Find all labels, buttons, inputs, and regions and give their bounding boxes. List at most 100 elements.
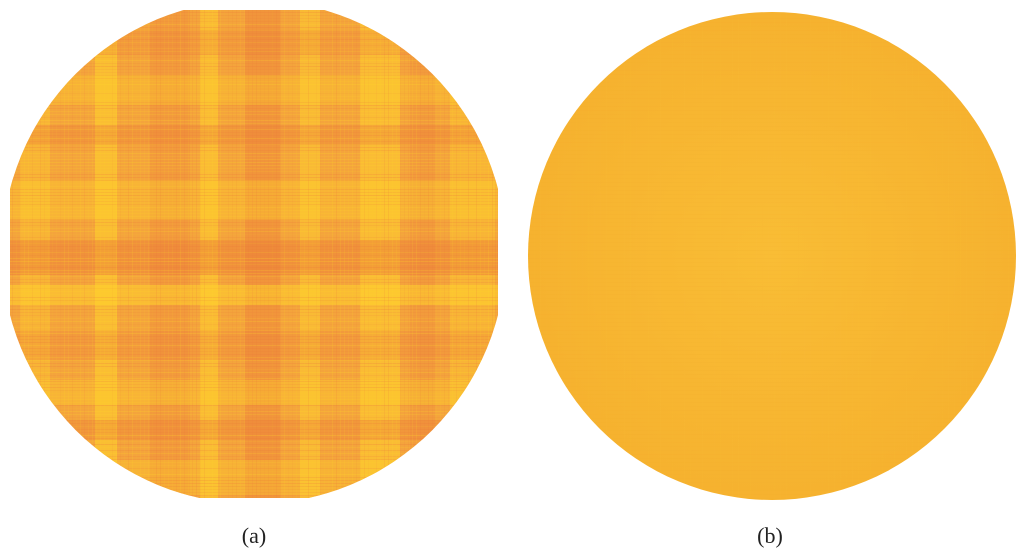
texture-row xyxy=(0,9,510,10)
texture-column xyxy=(236,10,237,498)
texture-column xyxy=(456,10,457,498)
texture-row xyxy=(528,338,1016,339)
texture-column xyxy=(912,12,913,500)
texture-row xyxy=(10,54,498,55)
texture-row xyxy=(10,252,498,253)
texture-row xyxy=(528,222,1016,223)
texture-row xyxy=(528,394,1016,395)
texture-column xyxy=(72,10,73,498)
texture-row xyxy=(528,182,1016,183)
texture-row xyxy=(528,374,1016,375)
texture-column xyxy=(990,12,991,500)
texture-column xyxy=(930,12,931,500)
texture-row xyxy=(10,393,498,394)
texture-column xyxy=(352,10,353,498)
texture-column xyxy=(220,10,221,498)
texture-column xyxy=(280,10,281,498)
texture-column xyxy=(570,12,571,500)
texture-row xyxy=(10,243,498,244)
texture-column xyxy=(924,12,925,500)
texture-row xyxy=(10,120,498,121)
texture-column xyxy=(894,12,895,500)
texture-row xyxy=(528,486,1016,487)
texture-row xyxy=(10,90,498,91)
texture-row xyxy=(528,82,1016,83)
texture-column xyxy=(160,10,161,498)
texture-row xyxy=(10,453,498,454)
texture-column xyxy=(328,10,329,498)
texture-row xyxy=(528,106,1016,107)
texture-column xyxy=(264,10,265,498)
texture-column xyxy=(472,10,473,498)
texture-column xyxy=(64,10,65,498)
texture-row xyxy=(10,408,498,409)
texture-column xyxy=(726,12,727,500)
texture-row xyxy=(528,450,1016,451)
texture-row xyxy=(10,165,498,166)
texture-row xyxy=(10,288,498,289)
texture-column xyxy=(942,12,943,500)
texture-column xyxy=(460,10,461,498)
wafer-b-disc xyxy=(528,12,1016,500)
texture-column xyxy=(714,12,715,500)
texture-row xyxy=(10,366,498,367)
texture-row xyxy=(528,258,1016,259)
texture-row xyxy=(528,438,1016,439)
texture-column xyxy=(762,12,763,500)
texture-column xyxy=(240,10,241,498)
texture-column xyxy=(144,10,145,498)
texture-row xyxy=(10,459,498,460)
texture-row xyxy=(10,270,498,271)
texture-row xyxy=(10,267,498,268)
texture-row xyxy=(10,462,498,463)
texture-column xyxy=(888,12,889,500)
texture-row xyxy=(528,478,1016,479)
texture-column xyxy=(984,12,985,500)
texture-column xyxy=(828,12,829,500)
texture-column xyxy=(540,12,541,500)
texture-row xyxy=(528,166,1016,167)
texture-row xyxy=(528,326,1016,327)
texture-column xyxy=(488,10,489,498)
texture-column xyxy=(104,10,105,498)
texture-column xyxy=(500,0,501,510)
texture-row xyxy=(10,351,498,352)
texture-column xyxy=(810,12,811,500)
texture-column xyxy=(372,10,373,498)
texture-column xyxy=(112,10,113,498)
texture-column xyxy=(244,10,245,498)
texture-row xyxy=(528,146,1016,147)
texture-row xyxy=(10,51,498,52)
texture-column xyxy=(276,10,277,498)
texture-column xyxy=(384,10,385,498)
texture-column xyxy=(188,10,189,498)
texture-column xyxy=(1014,12,1015,500)
texture-row xyxy=(528,342,1016,343)
texture-row xyxy=(10,207,498,208)
texture-row xyxy=(528,294,1016,295)
texture-row xyxy=(528,310,1016,311)
texture-row xyxy=(10,57,498,58)
texture-row xyxy=(10,273,498,274)
texture-column xyxy=(816,12,817,500)
texture-column xyxy=(630,12,631,500)
texture-row xyxy=(10,495,498,496)
texture-row xyxy=(10,483,498,484)
texture-row xyxy=(10,177,498,178)
texture-column xyxy=(128,10,129,498)
texture-column xyxy=(140,10,141,498)
texture-column xyxy=(822,12,823,500)
texture-row xyxy=(10,168,498,169)
texture-row xyxy=(10,45,498,46)
texture-column xyxy=(906,12,907,500)
texture-column xyxy=(260,10,261,498)
vertical-band xyxy=(410,10,435,498)
texture-row xyxy=(10,285,498,286)
texture-row xyxy=(528,398,1016,399)
texture-row xyxy=(10,456,498,457)
texture-column xyxy=(288,10,289,498)
texture-column xyxy=(612,12,613,500)
texture-column xyxy=(336,10,337,498)
texture-column xyxy=(452,10,453,498)
texture-row xyxy=(528,98,1016,99)
